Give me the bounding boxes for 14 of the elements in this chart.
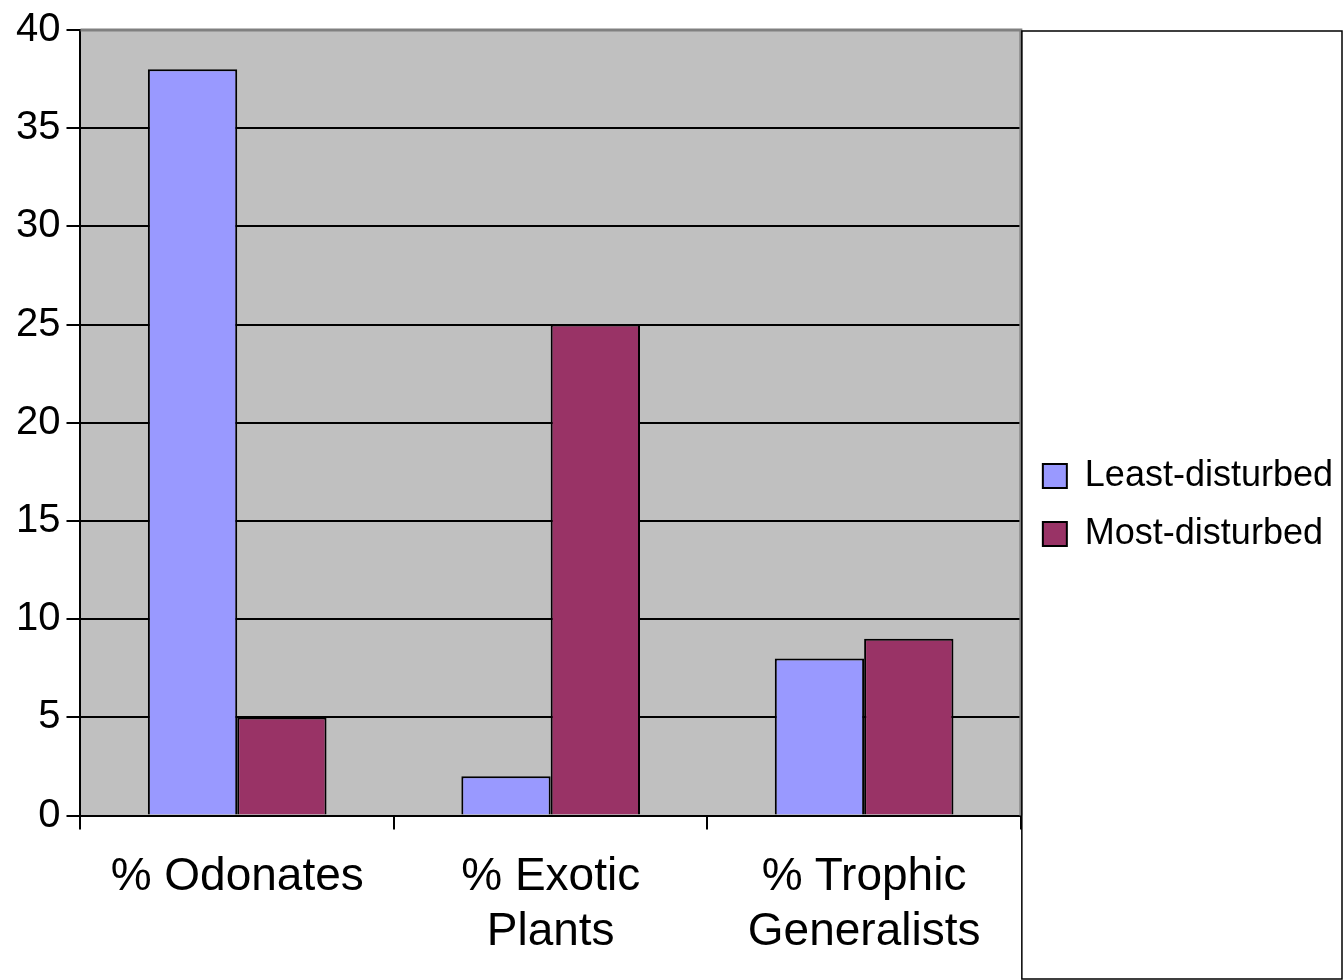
x-tick-label: % Trophic Generalists [747,847,981,956]
y-tick-label: 15 [15,496,61,541]
x-tick-label: % Odonates [110,847,364,900]
y-tick-label: 40 [15,5,61,50]
y-tick-label: 25 [15,299,61,344]
y-tick-label: 35 [15,103,61,148]
y-tick-label: 5 [38,692,61,737]
y-tick-label: 30 [15,201,61,246]
x-tick-label: % Exotic Plants [461,847,641,956]
legend-label: Least-disturbed [1084,452,1334,494]
y-tick-label: 10 [15,594,61,639]
legend-label: Most-disturbed [1084,510,1323,552]
y-tick-label: 20 [15,397,61,442]
y-tick-label: 0 [38,790,61,835]
